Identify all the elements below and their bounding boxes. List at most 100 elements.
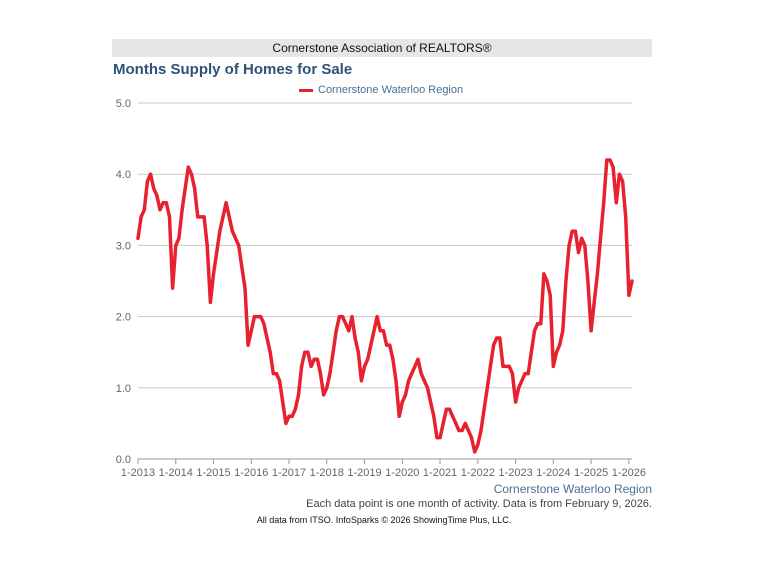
data-point[interactable]: [501, 364, 505, 368]
data-point[interactable]: [454, 421, 458, 425]
source-label[interactable]: Cornerstone Waterloo Region: [493, 482, 652, 496]
data-point[interactable]: [561, 329, 565, 333]
data-point[interactable]: [183, 186, 187, 190]
data-point[interactable]: [580, 236, 584, 240]
data-point[interactable]: [331, 350, 335, 354]
data-point[interactable]: [617, 172, 622, 176]
data-point[interactable]: [167, 215, 172, 219]
data-point[interactable]: [334, 329, 338, 333]
series-line[interactable]: [136, 158, 634, 454]
data-point[interactable]: [517, 386, 521, 390]
data-point[interactable]: [271, 372, 275, 376]
data-point[interactable]: [381, 329, 385, 333]
data-point[interactable]: [306, 350, 310, 354]
data-point[interactable]: [318, 372, 323, 376]
data-point[interactable]: [189, 172, 194, 176]
data-point[interactable]: [520, 379, 524, 383]
data-point[interactable]: [463, 421, 467, 425]
data-point[interactable]: [372, 329, 376, 333]
data-point[interactable]: [230, 229, 234, 233]
data-point[interactable]: [466, 428, 470, 433]
data-point[interactable]: [309, 364, 313, 368]
data-point[interactable]: [416, 357, 420, 361]
data-point[interactable]: [507, 364, 511, 368]
data-point[interactable]: [595, 272, 600, 276]
data-point[interactable]: [274, 372, 278, 376]
data-point[interactable]: [407, 379, 411, 383]
data-point[interactable]: [152, 186, 156, 190]
data-point[interactable]: [265, 336, 269, 340]
data-point[interactable]: [558, 343, 562, 347]
data-point[interactable]: [375, 315, 379, 319]
data-point[interactable]: [438, 436, 442, 440]
data-point[interactable]: [268, 350, 272, 354]
data-point[interactable]: [337, 315, 341, 319]
data-point[interactable]: [149, 172, 153, 176]
data-point[interactable]: [592, 300, 596, 304]
data-point[interactable]: [551, 364, 555, 368]
data-point[interactable]: [441, 421, 445, 425]
data-point[interactable]: [435, 436, 439, 440]
data-point[interactable]: [366, 357, 370, 361]
data-point[interactable]: [256, 315, 260, 319]
data-point[interactable]: [300, 364, 304, 368]
data-point[interactable]: [224, 201, 228, 205]
data-point[interactable]: [495, 336, 499, 340]
data-point[interactable]: [542, 272, 546, 276]
data-point[interactable]: [164, 201, 168, 205]
data-point[interactable]: [510, 372, 514, 376]
data-point[interactable]: [215, 250, 219, 255]
data-point[interactable]: [385, 343, 389, 347]
data-point[interactable]: [278, 379, 282, 383]
data-point[interactable]: [155, 194, 159, 198]
data-point[interactable]: [539, 322, 543, 326]
data-point[interactable]: [240, 265, 244, 269]
data-point[interactable]: [322, 393, 326, 397]
data-point[interactable]: [287, 414, 291, 418]
data-point[interactable]: [350, 315, 354, 319]
data-point[interactable]: [180, 208, 184, 212]
data-point[interactable]: [567, 243, 571, 247]
data-point[interactable]: [570, 229, 574, 233]
data-point[interactable]: [290, 414, 294, 418]
data-point[interactable]: [284, 421, 288, 425]
data-point[interactable]: [403, 393, 408, 397]
data-point[interactable]: [174, 243, 178, 247]
data-point[interactable]: [400, 400, 404, 404]
data-point[interactable]: [602, 201, 606, 205]
data-point[interactable]: [221, 215, 225, 219]
data-point[interactable]: [498, 336, 502, 340]
data-point[interactable]: [573, 229, 578, 233]
data-point[interactable]: [422, 379, 426, 383]
data-point[interactable]: [388, 343, 392, 347]
data-point[interactable]: [233, 236, 238, 240]
data-point[interactable]: [161, 201, 165, 205]
data-point[interactable]: [344, 322, 348, 326]
data-point[interactable]: [482, 407, 486, 411]
data-point[interactable]: [460, 428, 464, 433]
data-point[interactable]: [158, 208, 162, 212]
data-point[interactable]: [576, 250, 581, 255]
data-point[interactable]: [523, 372, 527, 376]
data-point[interactable]: [208, 300, 212, 304]
data-point[interactable]: [328, 372, 332, 376]
data-point[interactable]: [492, 343, 496, 347]
data-point[interactable]: [218, 229, 222, 233]
data-point[interactable]: [359, 379, 363, 383]
data-point[interactable]: [457, 428, 461, 433]
data-point[interactable]: [432, 414, 436, 418]
data-point[interactable]: [202, 215, 206, 219]
data-point[interactable]: [325, 386, 329, 390]
data-point[interactable]: [621, 179, 625, 183]
data-point[interactable]: [526, 372, 530, 376]
data-point[interactable]: [259, 315, 263, 319]
data-point[interactable]: [397, 414, 401, 418]
data-point[interactable]: [608, 158, 612, 162]
data-point[interactable]: [177, 236, 181, 240]
data-point[interactable]: [262, 322, 266, 326]
data-point[interactable]: [243, 286, 247, 290]
data-point[interactable]: [589, 329, 593, 333]
data-point[interactable]: [347, 329, 351, 333]
data-point[interactable]: [369, 343, 373, 347]
data-point[interactable]: [586, 279, 590, 283]
